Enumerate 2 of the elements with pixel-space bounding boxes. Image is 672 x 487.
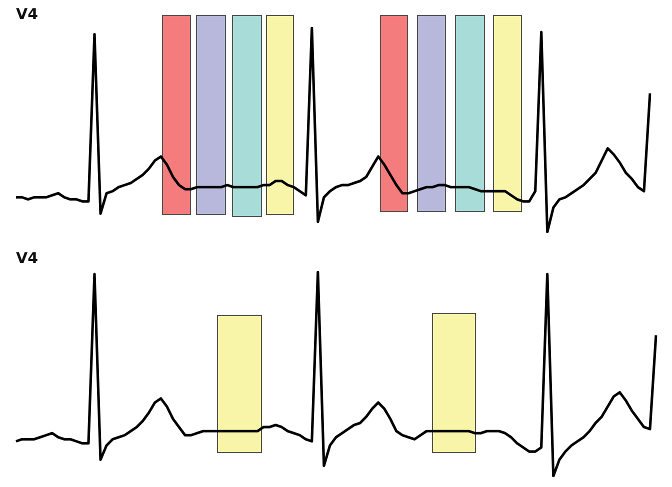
chart-title: V4 [16, 4, 38, 23]
chart-title: V4 [16, 248, 38, 267]
